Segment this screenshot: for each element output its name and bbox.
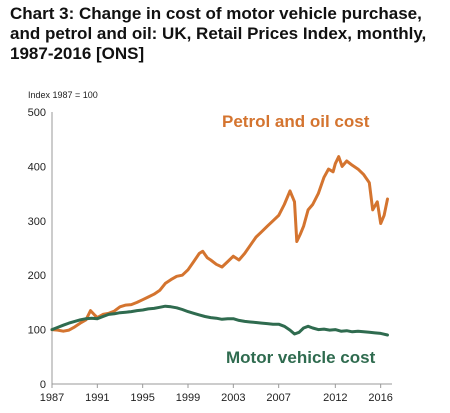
x-axis-ticks: 1987 1991 1995 1999 2003 2007 2012 2016 bbox=[40, 384, 393, 404]
x-tick-label: 1995 bbox=[130, 392, 154, 404]
chart-title: Chart 3: Change in cost of motor vehicle… bbox=[10, 4, 427, 63]
x-tick-label: 1999 bbox=[176, 392, 200, 404]
y-tick-label: 0 bbox=[40, 379, 46, 391]
x-tick-label: 2007 bbox=[266, 392, 290, 404]
y-tick-label: 300 bbox=[28, 216, 46, 228]
x-tick-label: 2003 bbox=[221, 392, 245, 404]
x-tick-label: 2012 bbox=[323, 392, 347, 404]
series-line-petrol-and-oil-cost bbox=[50, 155, 389, 333]
y-tick-label: 200 bbox=[28, 270, 46, 282]
series-lines bbox=[50, 155, 389, 337]
series-label-petrol-and-oil-cost: Petrol and oil cost bbox=[222, 112, 370, 131]
series-label-motor-vehicle-cost: Motor vehicle cost bbox=[226, 348, 376, 367]
x-tick-label: 1987 bbox=[40, 392, 64, 404]
series-line-motor-vehicle-cost bbox=[50, 304, 389, 337]
y-axis-ticks: 0 100 200 300 400 500 bbox=[28, 107, 46, 391]
x-tick-label: 1991 bbox=[85, 392, 109, 404]
x-tick-label: 2016 bbox=[368, 392, 392, 404]
y-axis-unit-label: Index 1987 = 100 bbox=[28, 90, 98, 100]
y-tick-label: 500 bbox=[28, 107, 46, 119]
y-tick-label: 400 bbox=[28, 161, 46, 173]
y-tick-label: 100 bbox=[28, 325, 46, 337]
